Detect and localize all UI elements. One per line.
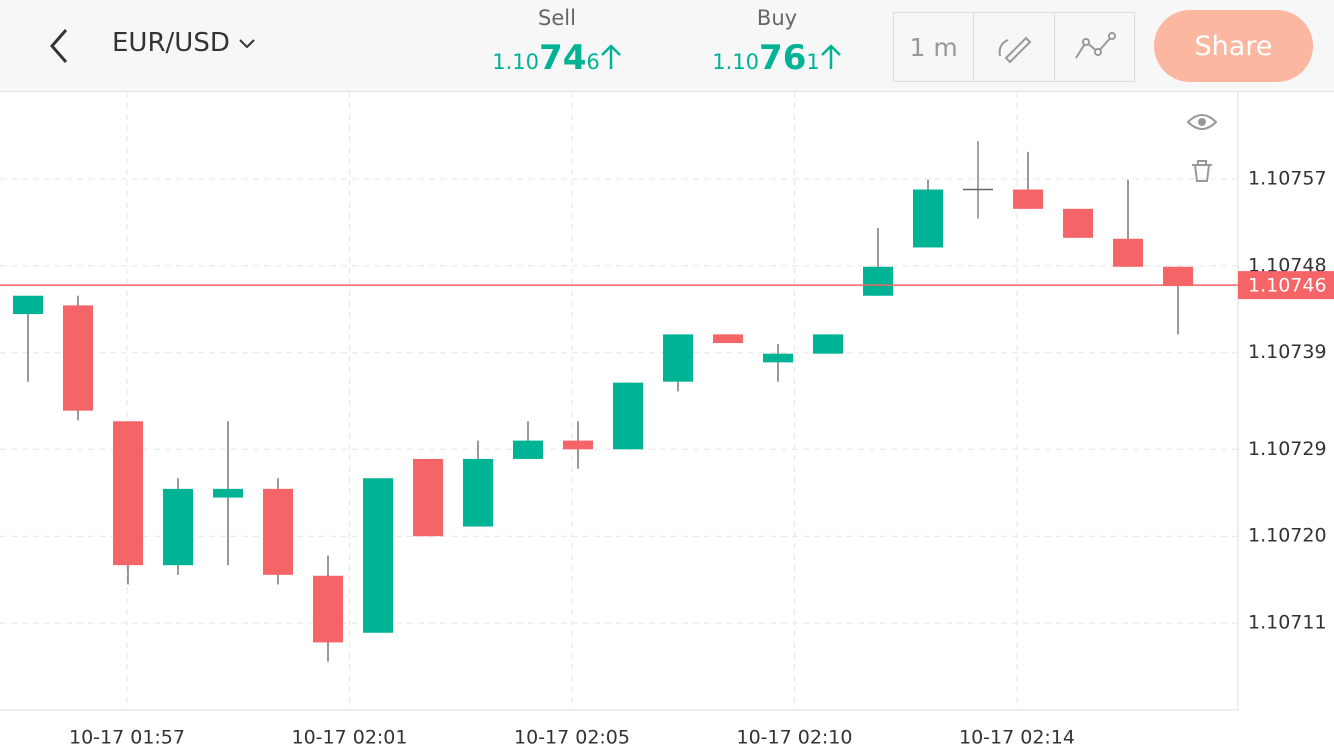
candle-body — [413, 458, 443, 537]
y-tick-label: 1.10739 — [1248, 341, 1327, 363]
candle-body — [813, 334, 843, 354]
candle-body — [1113, 238, 1143, 267]
buy-label: Buy — [756, 6, 798, 30]
candle-body — [663, 334, 693, 382]
y-tick-label: 1.10748 — [1248, 254, 1327, 276]
candle-body — [763, 353, 793, 363]
price-part: 74 — [539, 38, 587, 78]
current-price-box — [1238, 271, 1334, 300]
toolbar: 1 m — [893, 12, 1135, 82]
eye-icon[interactable] — [1186, 114, 1218, 130]
x-tick-label: 10-17 02:14 — [959, 727, 1075, 749]
price-part: 1.10 — [712, 50, 760, 74]
candle-body — [713, 334, 743, 344]
candle-body — [463, 458, 493, 527]
candle-body — [63, 305, 93, 411]
x-tick-label: 10-17 02:05 — [514, 727, 630, 749]
buy-quote[interactable]: Buy 1.10761 — [697, 6, 857, 78]
draw-button[interactable] — [974, 13, 1055, 81]
x-tick-label: 10-17 01:57 — [69, 727, 185, 749]
candle-body — [1163, 266, 1193, 287]
y-tick-label: 1.10711 — [1248, 612, 1327, 634]
y-tick-label: 1.10757 — [1248, 167, 1327, 189]
price-part: 1.10 — [492, 50, 540, 74]
price-part: 76 — [759, 38, 807, 78]
candle-body — [263, 488, 293, 575]
sell-quote[interactable]: Sell 1.10746 — [477, 6, 637, 78]
candle-body — [313, 575, 343, 643]
candle-body — [863, 266, 893, 296]
candle-body — [513, 440, 543, 459]
candle-body — [113, 421, 143, 566]
candle-body — [1013, 189, 1043, 209]
candle-body — [563, 440, 593, 450]
candle-body — [163, 488, 193, 566]
candle-body — [213, 488, 243, 498]
symbol-selector[interactable]: EUR/USD — [112, 28, 256, 58]
back-button[interactable] — [44, 26, 74, 66]
candle-body — [13, 295, 43, 315]
current-price-label: 1.10746 — [1248, 275, 1327, 297]
x-tick-label: 10-17 02:01 — [291, 727, 407, 749]
chart: 1.10757 1.10748 1.10739 1.10729 1.10720 1.107… — [0, 92, 1334, 749]
candle-body — [913, 189, 943, 248]
share-button[interactable]: Share — [1154, 10, 1313, 82]
symbol: EUR/USD — [112, 28, 230, 58]
candle-body — [363, 478, 393, 633]
interval-button[interactable]: 1 m — [894, 13, 975, 81]
candle-body — [1063, 208, 1093, 238]
price-part: 1 — [806, 50, 820, 74]
y-tick-label: 1.10720 — [1248, 525, 1327, 547]
sell-label: Sell — [538, 6, 576, 30]
candle-body — [613, 382, 643, 450]
y-tick-label: 1.10729 — [1248, 438, 1327, 460]
price-part: 6 — [586, 50, 600, 74]
delete-icon[interactable] — [1192, 160, 1212, 182]
indicator-button[interactable] — [1055, 13, 1134, 81]
x-tick-label: 10-17 02:10 — [736, 727, 852, 749]
header: EUR/USD Sell 1.10746 Buy 1.10761 1 m Sha… — [0, 0, 1334, 92]
